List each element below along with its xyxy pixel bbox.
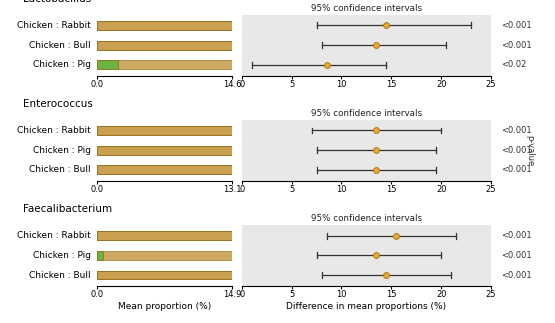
Text: <0.001: <0.001 (501, 126, 532, 135)
Bar (97, 41, 233, 49)
Text: <0.001: <0.001 (501, 21, 532, 30)
X-axis label: Mean proportion (%): Mean proportion (%) (118, 302, 211, 311)
Text: Enterococcus: Enterococcus (23, 99, 93, 109)
Bar (97, 165, 233, 174)
Text: <0.001: <0.001 (501, 165, 532, 174)
Point (372, 253, 381, 258)
Bar (97, 146, 233, 155)
Bar (97, 60, 118, 69)
Text: Faecalibacterium: Faecalibacterium (23, 204, 112, 214)
Point (322, 62, 331, 68)
X-axis label: Difference in mean proportions (%): Difference in mean proportions (%) (286, 302, 446, 311)
Point (372, 167, 381, 172)
Bar (97, 251, 233, 260)
Bar (97, 126, 233, 135)
Bar (97, 21, 233, 30)
Bar (97, 231, 233, 240)
Point (382, 272, 391, 277)
Bar (97, 231, 233, 240)
Bar (97, 271, 233, 279)
Bar (97, 251, 103, 260)
Point (392, 233, 401, 238)
Point (372, 148, 381, 153)
Bar (97, 21, 233, 30)
Point (372, 128, 381, 133)
Text: Lactobacillus: Lactobacillus (23, 0, 91, 4)
Bar (97, 126, 233, 135)
Text: <0.001: <0.001 (501, 271, 532, 279)
Text: p-value: p-value (526, 135, 534, 166)
Bar (97, 271, 233, 279)
Title: 95% confidence intervals: 95% confidence intervals (311, 109, 422, 118)
Text: <0.001: <0.001 (501, 146, 532, 155)
Point (382, 23, 391, 28)
Bar (97, 60, 233, 69)
Bar (97, 146, 233, 155)
Bar (97, 165, 233, 174)
Title: 95% confidence intervals: 95% confidence intervals (311, 4, 422, 13)
Text: <0.001: <0.001 (501, 231, 532, 240)
Point (372, 43, 381, 48)
Text: <0.001: <0.001 (501, 41, 532, 50)
Bar (97, 41, 233, 49)
Title: 95% confidence intervals: 95% confidence intervals (311, 214, 422, 223)
Text: <0.001: <0.001 (501, 251, 532, 260)
Text: <0.02: <0.02 (501, 60, 527, 69)
